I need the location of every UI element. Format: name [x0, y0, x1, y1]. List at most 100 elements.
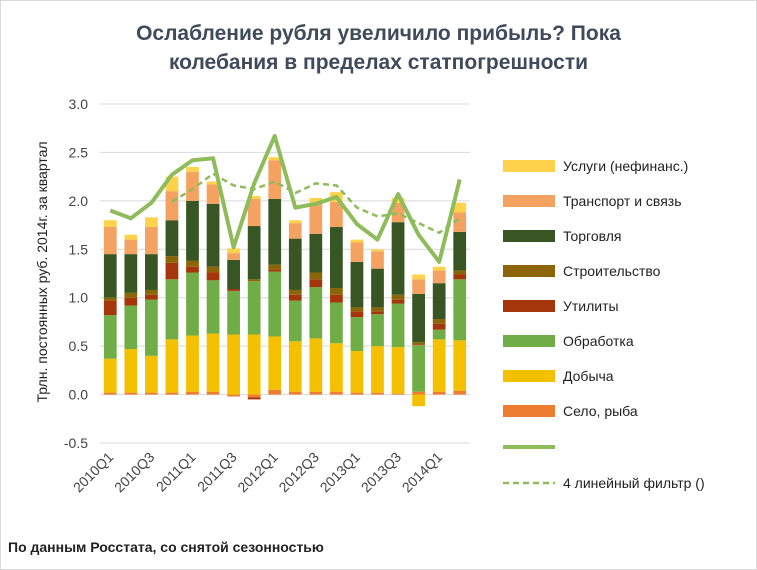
bar-segment [288, 223, 302, 239]
bar-segment [145, 227, 158, 255]
bar-segment [432, 329, 446, 340]
bar-segment [186, 335, 199, 392]
bar-segment [186, 272, 199, 336]
bar-segment [309, 279, 323, 288]
bar-segment [103, 297, 117, 301]
line-series [109, 134, 462, 264]
bar-segment [412, 344, 425, 346]
bar-segment [227, 288, 240, 291]
bar-segment [227, 290, 240, 335]
x-tick-label: 2013Q3 [358, 449, 405, 496]
bar-segment [432, 339, 446, 392]
bar-segment [371, 311, 384, 315]
bar-segment [453, 279, 467, 341]
x-tick-label: 2013Q1 [317, 449, 364, 496]
legend-swatch [503, 230, 555, 242]
bar-segment [145, 294, 158, 300]
bar-segment [186, 171, 199, 201]
chart-title-line1: Ослабление рубля увеличило прибыль? Пока [136, 22, 621, 45]
bar-segment [247, 198, 261, 227]
legend-label: Услуги (нефинанс.) [563, 158, 688, 174]
bar-segment [432, 319, 446, 324]
bar-segment [412, 345, 425, 392]
bar-segment [391, 197, 405, 203]
bar-segments [103, 157, 467, 407]
legend: Услуги (нефинанс.) Транспорт и связь Торго… [503, 158, 705, 491]
bar-segment [145, 254, 158, 290]
bar-segment [453, 212, 467, 232]
bar-segment [247, 196, 261, 199]
bar-segment [288, 289, 302, 295]
bar-segment [350, 307, 364, 312]
bar-segment [186, 391, 199, 395]
x-tick-label: 2010Q3 [111, 449, 158, 496]
legend-swatch [503, 265, 555, 277]
bar-segment [412, 274, 425, 280]
bar-segment [206, 391, 220, 395]
bar-segment [309, 197, 323, 203]
grid-lines [100, 103, 470, 444]
bar-segment [288, 341, 302, 392]
bar-segment [412, 279, 425, 294]
bar-segment [391, 299, 405, 304]
bar-segment [330, 227, 343, 289]
moving-average-line [171, 172, 461, 235]
bar-segment [371, 346, 384, 393]
bar-segment [103, 315, 117, 359]
bar-segment [227, 248, 240, 254]
bar-segment [145, 299, 158, 356]
bar-segment [165, 339, 179, 393]
bar-segment [288, 294, 302, 301]
bar-segment [124, 234, 138, 240]
bar-segment [124, 392, 138, 395]
bar-segment [330, 294, 343, 303]
y-axis-ticks: -0.5 0.0 0.5 1.0 1.5 2.0 2.5 3.0 [64, 96, 88, 451]
bar-segment [453, 202, 467, 213]
bar-segment [391, 303, 405, 348]
bar-segment [103, 220, 117, 228]
bar-segment [330, 201, 343, 228]
bar-segment [247, 394, 261, 398]
bar-segment [103, 358, 117, 393]
bar-segment [124, 349, 138, 393]
bar-segment [247, 226, 261, 280]
bar-segment [288, 220, 302, 224]
bar-segment [124, 239, 138, 255]
bar-segment [227, 253, 240, 260]
bar-segment [186, 260, 199, 267]
bar-segment [432, 283, 446, 320]
bar-segment [391, 202, 405, 223]
bar-segment [371, 268, 384, 308]
bar-segment [288, 391, 302, 395]
bar-segment [453, 231, 467, 271]
bar-segment [103, 254, 117, 298]
legend-swatch [503, 300, 555, 312]
bar-segment [309, 272, 323, 280]
bar-segment [268, 160, 282, 199]
bar-segment [268, 271, 282, 337]
y-tick-label: 1.0 [69, 290, 89, 306]
bar-segment [309, 202, 323, 234]
bar-segment [432, 270, 446, 284]
y-tick-label: 2.0 [69, 193, 89, 209]
bar-segment [103, 227, 117, 255]
bar-segment [412, 394, 425, 407]
bar-segment [288, 238, 302, 290]
bar-segment [391, 393, 405, 395]
bar-segment [330, 343, 343, 392]
bar-segment [391, 347, 405, 394]
bar-segment [186, 200, 199, 261]
footnote: По данным Росстата, со снятой сезонность… [8, 539, 324, 555]
legend-label: Строительство [563, 263, 661, 279]
bar-segment [432, 391, 446, 395]
bar-segment [206, 184, 220, 204]
bar-segment [206, 203, 220, 267]
legend-label: Торговля [563, 228, 621, 244]
bar-segment [412, 391, 425, 395]
legend-label: Добыча [563, 368, 614, 384]
bar-segment [206, 181, 220, 185]
bar-segment [165, 220, 179, 257]
legend-swatch [503, 405, 555, 417]
bar-segment [412, 342, 425, 345]
